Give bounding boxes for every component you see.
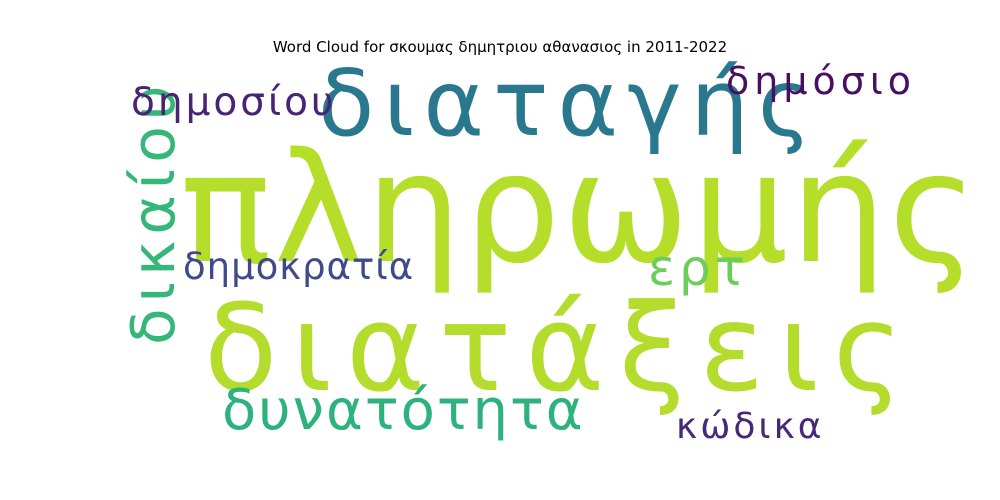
word-dimokratia: δημοκρατία xyxy=(183,245,415,288)
word-dimosiou: δημοσίου xyxy=(131,80,337,125)
chart-title: Word Cloud for σκουμας δημητριου αθανασι… xyxy=(272,38,728,56)
word-ert: ερτ xyxy=(648,239,749,297)
word-dynatotita: δυνατότητα xyxy=(222,378,585,443)
word-dimosio: δημόσιο xyxy=(726,59,916,103)
word-kodika: κώδικα xyxy=(676,406,825,447)
word-diatagis: διαταγής xyxy=(318,50,821,157)
word-plirwmis: πληρωμής xyxy=(180,120,980,297)
word-diatakseis: διατάξεις xyxy=(204,280,918,419)
